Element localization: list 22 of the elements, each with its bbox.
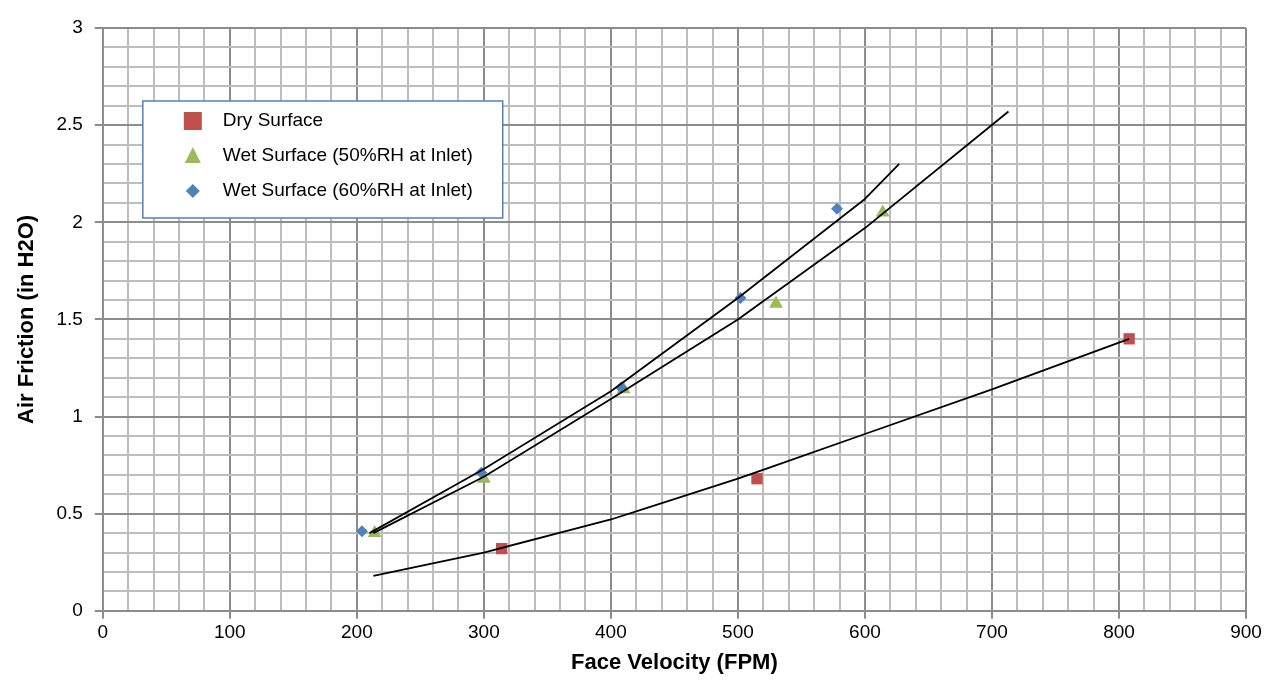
y-tick-label: 0.5	[56, 501, 83, 523]
x-tick-label: 900	[1230, 621, 1262, 643]
x-tick-label: 800	[1103, 621, 1135, 643]
x-tick-label: 200	[341, 621, 373, 643]
legend-label: Wet Surface (50%RH at Inlet)	[222, 144, 473, 166]
x-tick-label: 400	[595, 621, 627, 643]
x-tick-label: 0	[97, 621, 109, 643]
y-tick-label: 1	[72, 404, 83, 426]
x-tick-label: 500	[722, 621, 754, 643]
legend-label: Dry Surface	[222, 109, 324, 131]
y-tick-label: 2	[72, 210, 83, 232]
y-axis-title: Air Friction (in H2O)	[13, 214, 39, 424]
x-tick-label: 700	[976, 621, 1008, 643]
legend-label: Wet Surface (60%RH at Inlet)	[222, 179, 473, 201]
x-tick-label: 100	[213, 621, 246, 643]
y-tick-label: 0	[72, 599, 83, 621]
y-tick-label: 3	[72, 16, 83, 38]
x-tick-label: 300	[468, 621, 500, 643]
y-tick-label: 2.5	[56, 113, 83, 135]
x-axis-title: Face Velocity (FPM)	[571, 648, 778, 674]
x-tick-label: 600	[849, 621, 881, 643]
y-tick-label: 1.5	[56, 307, 83, 329]
